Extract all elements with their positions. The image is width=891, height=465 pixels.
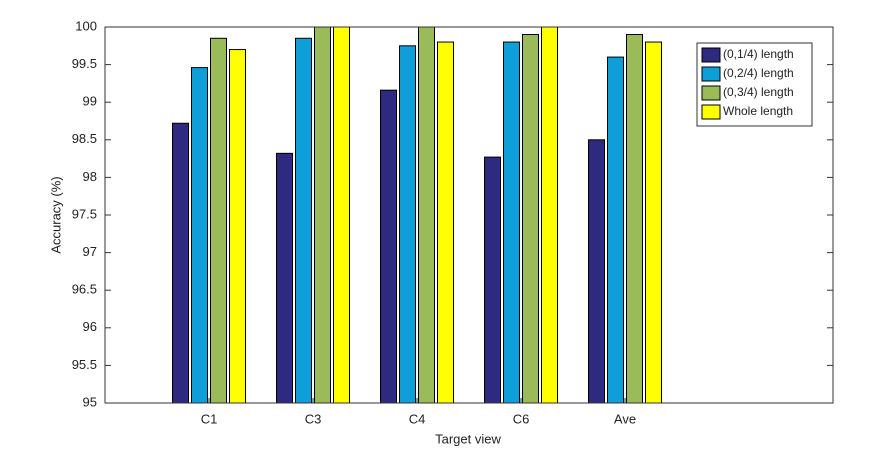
x-tick-label: C1: [201, 411, 218, 426]
x-tick-label: Ave: [614, 411, 636, 426]
bar: [437, 41, 454, 404]
legend-swatch: [701, 66, 721, 82]
bar: [172, 122, 189, 404]
legend: (0,1/4) length (0,2/4) length (0,3/4) leng…: [696, 42, 813, 127]
bar: [333, 26, 350, 404]
y-axis-label: Accuracy (%): [48, 176, 63, 253]
x-tick-label: C6: [513, 411, 530, 426]
x-tick-label: C3: [305, 411, 322, 426]
y-tick-label: 96.5: [72, 282, 97, 297]
bar: [626, 34, 643, 404]
y-tick-label: 97.5: [72, 206, 97, 221]
y-tick-label: 99: [83, 94, 97, 109]
legend-swatch: [701, 47, 721, 63]
bar: [210, 37, 227, 404]
plot-frame: [104, 26, 834, 404]
legend-swatch: [701, 85, 721, 101]
bar: [380, 89, 397, 404]
bar: [503, 41, 520, 404]
bar: [588, 139, 605, 404]
legend-swatch: [701, 104, 721, 120]
y-tick-label: 100: [75, 18, 97, 33]
bar: [522, 34, 539, 404]
bar: [645, 41, 662, 404]
legend-label: (0,2/4) length: [723, 66, 794, 80]
legend-label: (0,1/4) length: [723, 47, 794, 61]
bar: [484, 156, 501, 404]
x-tick-label: C4: [409, 411, 426, 426]
y-tick-label: 95.5: [72, 357, 97, 372]
bar: [607, 56, 624, 404]
x-axis-label: Target view: [435, 431, 501, 446]
bar: [276, 152, 293, 404]
bar: [541, 26, 558, 404]
legend-label: Whole length: [723, 104, 793, 118]
y-tick-label: 95: [83, 394, 97, 409]
bar: [418, 26, 435, 404]
bar: [399, 45, 416, 404]
y-tick-label: 96: [83, 319, 97, 334]
bar: [314, 26, 331, 404]
y-tick-label: 98.5: [72, 131, 97, 146]
legend-label: (0,3/4) length: [723, 85, 794, 99]
bar: [295, 37, 312, 404]
y-tick-label: 97: [83, 244, 97, 259]
bar: [229, 49, 246, 404]
y-tick-label: 99.5: [72, 56, 97, 71]
y-tick-label: 98: [83, 169, 97, 184]
bar: [191, 67, 208, 404]
